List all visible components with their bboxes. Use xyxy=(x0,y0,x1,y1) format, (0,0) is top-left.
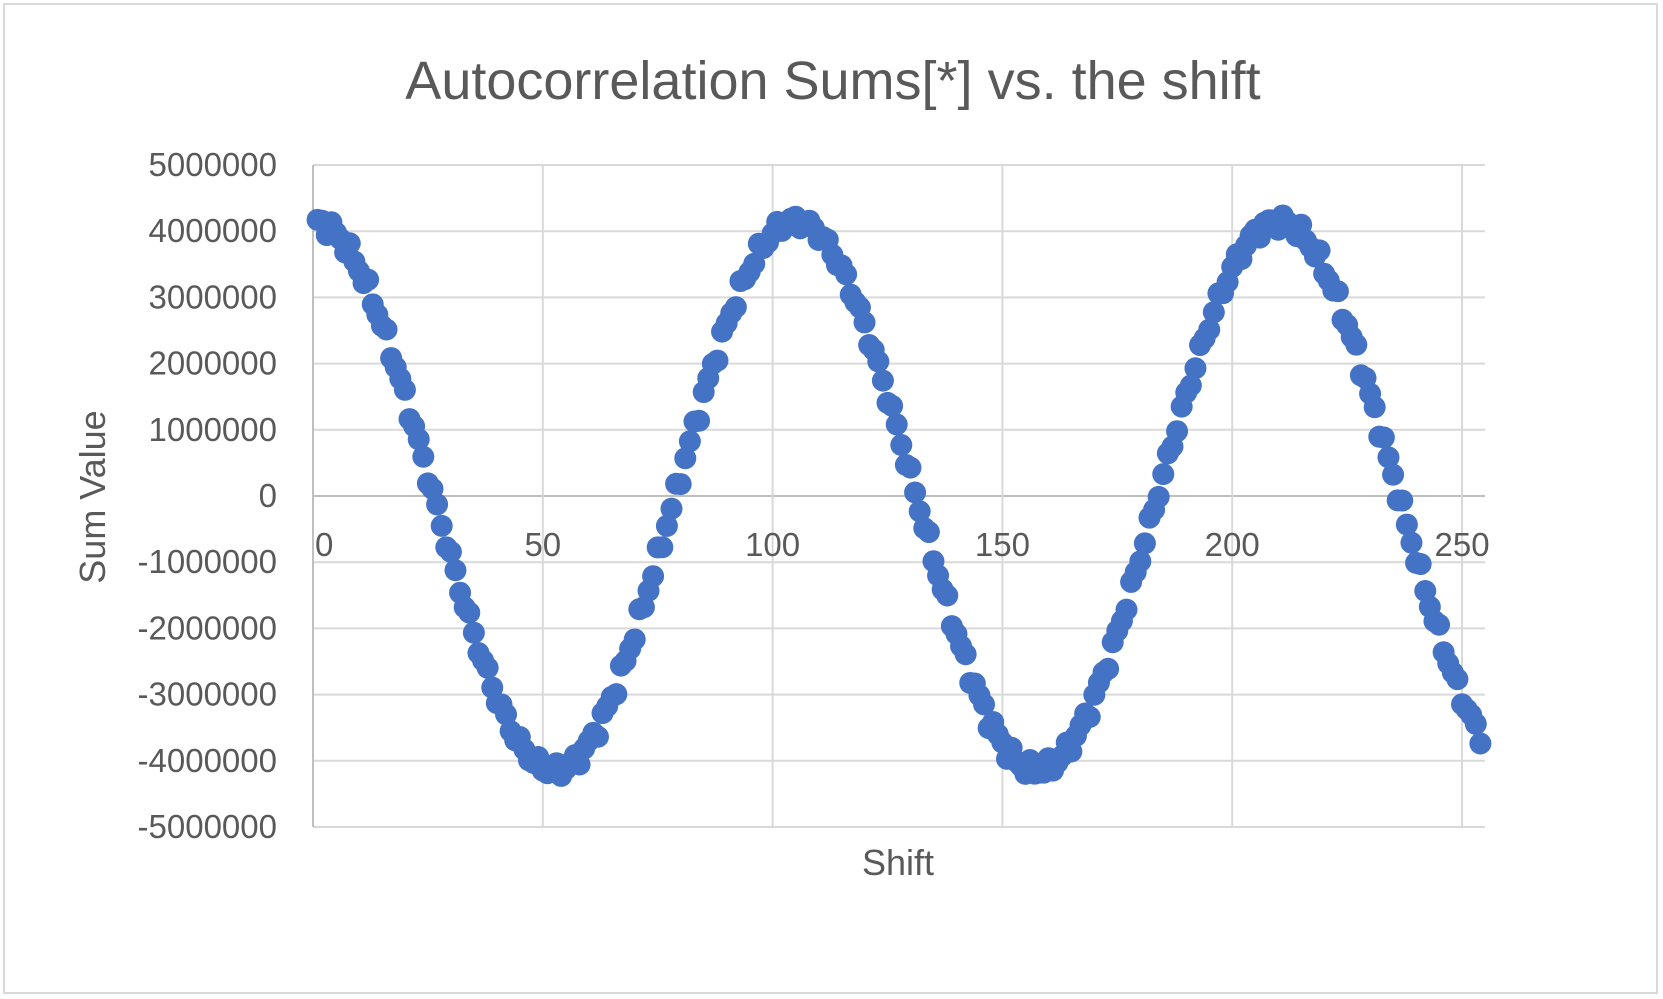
data-point xyxy=(1400,531,1423,554)
data-point xyxy=(706,349,729,372)
y-tick-label: 2000000 xyxy=(149,345,277,382)
data-point xyxy=(1363,396,1386,419)
data-point xyxy=(426,493,449,516)
data-point xyxy=(660,497,683,520)
data-point xyxy=(871,369,894,392)
x-tick-label: 100 xyxy=(745,526,800,563)
data-point xyxy=(669,473,692,496)
data-point xyxy=(899,456,922,479)
chart-title: Autocorrelation Sums[*] vs. the shift xyxy=(405,51,1260,111)
data-point xyxy=(642,565,665,588)
y-tick-label: -3000000 xyxy=(138,676,277,713)
data-point xyxy=(623,628,646,651)
data-point xyxy=(476,656,499,679)
data-point xyxy=(1372,426,1395,449)
data-point xyxy=(586,725,609,748)
data-point xyxy=(908,500,931,523)
data-point xyxy=(1428,613,1451,636)
y-tick-labels: 5000000 4000000 3000000 2000000 1000000 0 -100… xyxy=(138,146,277,845)
data-point xyxy=(430,514,453,537)
x-tick-label: 250 xyxy=(1434,526,1489,563)
data-point xyxy=(444,559,467,582)
data-point xyxy=(1078,706,1101,729)
data-point xyxy=(678,430,701,453)
data-point xyxy=(890,434,913,457)
y-tick-label: 0 xyxy=(259,477,277,514)
data-point xyxy=(1395,513,1418,536)
data-point xyxy=(495,703,518,726)
data-point xyxy=(357,268,380,291)
data-point xyxy=(651,536,674,559)
data-point xyxy=(1133,532,1156,555)
data-point xyxy=(1391,489,1414,512)
data-point xyxy=(1152,463,1175,486)
scatter-chart: Autocorrelation Sums[*] vs. the shift 50… xyxy=(72,51,1492,883)
x-tick-label: 50 xyxy=(524,526,561,563)
data-point xyxy=(462,621,485,644)
data-point xyxy=(936,584,959,607)
data-point xyxy=(724,296,747,319)
data-point xyxy=(1326,280,1349,303)
data-point xyxy=(1115,598,1138,621)
x-tick-label: 150 xyxy=(975,526,1030,563)
data-point xyxy=(1198,318,1221,341)
data-point xyxy=(973,693,996,716)
data-point xyxy=(885,413,908,436)
data-point xyxy=(1446,668,1469,691)
y-tick-label: -5000000 xyxy=(138,808,277,845)
data-point xyxy=(1469,732,1492,755)
data-point xyxy=(632,596,655,619)
data-point xyxy=(1147,485,1170,508)
data-point xyxy=(881,394,904,417)
y-tick-label: -2000000 xyxy=(138,609,277,646)
data-point xyxy=(1184,357,1207,380)
data-point xyxy=(674,447,697,470)
data-point xyxy=(1129,550,1152,573)
x-tick-label: 0 xyxy=(315,526,333,563)
y-tick-label: 3000000 xyxy=(149,278,277,315)
y-axis-label: Sum Value xyxy=(72,410,113,583)
data-point xyxy=(904,481,927,504)
data-point xyxy=(338,232,361,255)
data-point xyxy=(1179,374,1202,397)
data-point xyxy=(917,521,940,544)
data-point xyxy=(1464,712,1487,735)
data-point xyxy=(1377,446,1400,469)
y-tick-label: -1000000 xyxy=(138,543,277,580)
data-point xyxy=(1202,301,1225,324)
data-point xyxy=(1382,463,1405,486)
data-points xyxy=(306,204,1492,787)
data-point xyxy=(458,601,481,624)
data-point xyxy=(439,540,462,563)
data-point xyxy=(835,263,858,286)
data-point xyxy=(1097,657,1120,680)
y-tick-label: -4000000 xyxy=(138,742,277,779)
x-axis-label: Shift xyxy=(862,842,934,883)
data-point xyxy=(1409,553,1432,576)
data-point xyxy=(393,378,416,401)
y-tick-label: 1000000 xyxy=(149,411,277,448)
x-tick-labels: 0 50 100 150 200 250 xyxy=(315,526,1490,563)
data-point xyxy=(605,683,628,706)
data-point xyxy=(853,311,876,334)
chart-frame: Autocorrelation Sums[*] vs. the shift 50… xyxy=(3,3,1658,994)
data-point xyxy=(867,350,890,373)
data-point xyxy=(1308,239,1331,262)
data-point xyxy=(412,445,435,468)
data-point xyxy=(1166,420,1189,443)
data-point xyxy=(954,643,977,666)
data-point xyxy=(1345,333,1368,356)
y-tick-label: 5000000 xyxy=(149,146,277,183)
data-point xyxy=(688,409,711,432)
data-point xyxy=(407,428,430,451)
y-tick-label: 4000000 xyxy=(149,212,277,249)
data-point xyxy=(655,514,678,537)
data-point xyxy=(375,318,398,341)
x-tick-label: 200 xyxy=(1205,526,1260,563)
